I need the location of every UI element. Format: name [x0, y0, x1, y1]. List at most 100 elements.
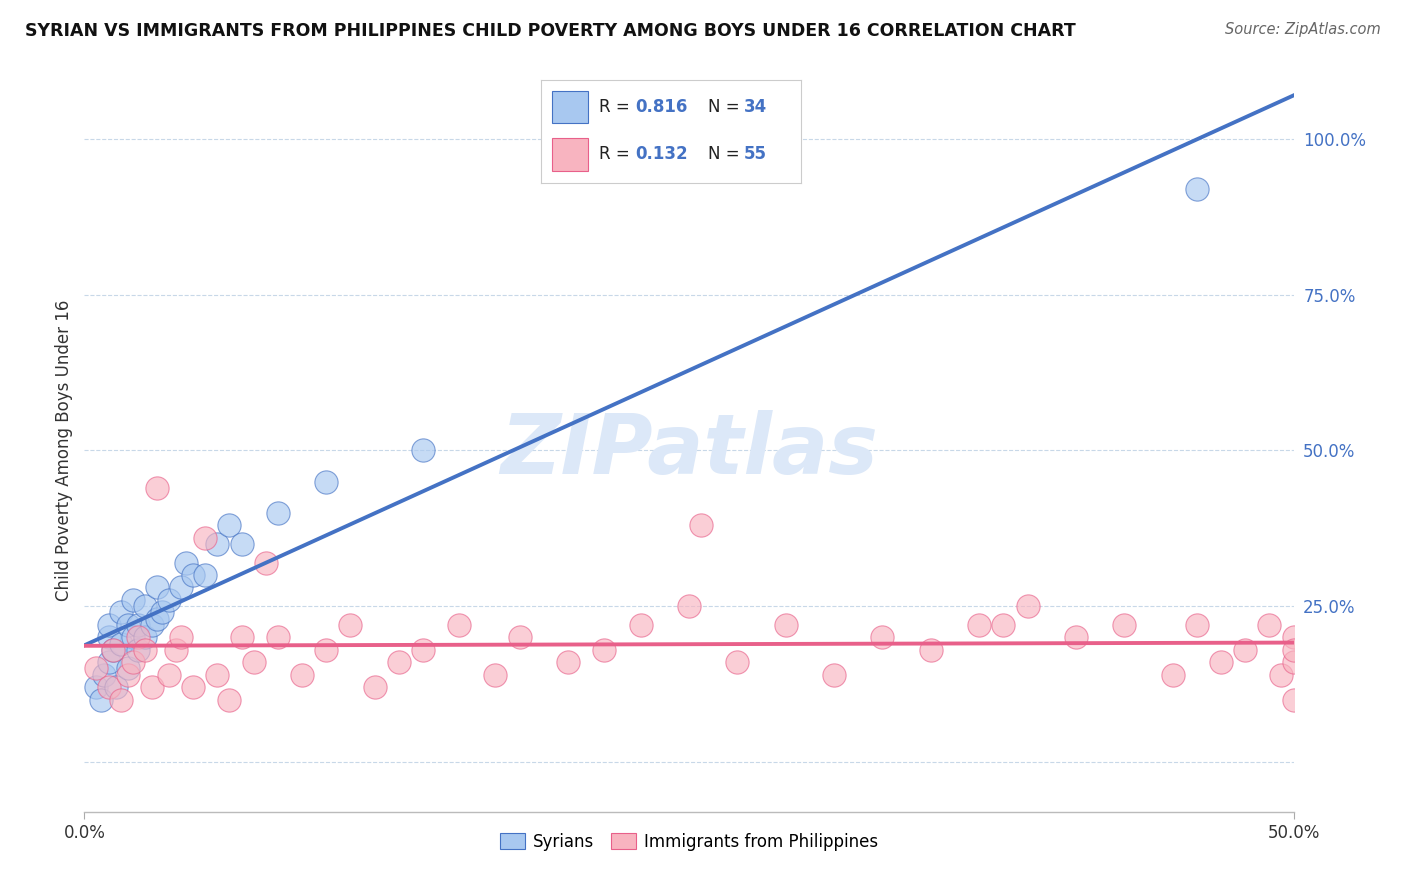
Point [117, 661, 139, 675]
Point [1017, 599, 1039, 614]
Point [993, 618, 1015, 632]
Point [170, 581, 193, 595]
Point [920, 642, 942, 657]
Point [509, 630, 531, 644]
Point [110, 692, 132, 706]
Point [254, 556, 277, 570]
Point [1270, 667, 1292, 681]
Point [97, 618, 120, 632]
Point [1161, 667, 1184, 681]
Text: R =: R = [599, 98, 634, 116]
Text: 0.132: 0.132 [636, 145, 688, 163]
Point [181, 568, 204, 582]
Point [207, 667, 229, 681]
Point [967, 618, 990, 632]
Point [484, 667, 506, 681]
Text: 0.816: 0.816 [636, 98, 688, 116]
Point [218, 692, 240, 706]
Point [412, 443, 434, 458]
Point [823, 667, 845, 681]
Point [1185, 182, 1208, 196]
Point [231, 537, 253, 551]
Point [557, 655, 579, 669]
Point [207, 537, 229, 551]
Point [127, 618, 149, 632]
Point [1282, 692, 1305, 706]
Point [690, 518, 713, 533]
Point [117, 667, 139, 681]
Point [134, 630, 156, 644]
Point [134, 642, 156, 657]
Point [141, 680, 163, 694]
Text: N =: N = [707, 98, 745, 116]
Point [267, 630, 290, 644]
Point [170, 630, 193, 644]
Point [134, 599, 156, 614]
Point [291, 667, 314, 681]
Point [315, 642, 337, 657]
Text: 34: 34 [744, 98, 768, 116]
Point [449, 618, 471, 632]
Point [1185, 618, 1208, 632]
Point [121, 655, 143, 669]
Point [174, 556, 197, 570]
Point [412, 642, 434, 657]
Point [678, 599, 700, 614]
Text: Source: ZipAtlas.com: Source: ZipAtlas.com [1225, 22, 1381, 37]
Point [127, 630, 149, 644]
Point [775, 618, 797, 632]
Point [103, 642, 125, 657]
Point [103, 642, 125, 657]
Point [725, 655, 748, 669]
Text: 55: 55 [744, 145, 768, 163]
Text: ZIPatlas: ZIPatlas [501, 410, 877, 491]
Point [97, 630, 120, 644]
Point [181, 680, 204, 694]
Text: N =: N = [707, 145, 745, 163]
Point [218, 518, 240, 533]
Point [110, 636, 132, 650]
Point [339, 618, 361, 632]
Point [1282, 630, 1305, 644]
Point [93, 667, 115, 681]
Point [157, 667, 180, 681]
Point [593, 642, 616, 657]
Point [146, 612, 169, 626]
Point [363, 680, 385, 694]
Point [388, 655, 411, 669]
Point [117, 618, 139, 632]
Y-axis label: Child Poverty Among Boys Under 16: Child Poverty Among Boys Under 16 [55, 300, 73, 601]
Point [231, 630, 253, 644]
Point [127, 642, 149, 657]
Point [194, 531, 217, 545]
Bar [551, 137, 588, 170]
Point [121, 593, 143, 607]
Legend: Syrians, Immigrants from Philippines: Syrians, Immigrants from Philippines [494, 826, 884, 857]
Point [157, 593, 180, 607]
Point [150, 606, 173, 620]
Point [1282, 655, 1305, 669]
Point [1064, 630, 1087, 644]
Point [97, 680, 120, 694]
Point [86, 680, 108, 694]
Point [194, 568, 217, 582]
Point [121, 630, 143, 644]
Point [1258, 618, 1281, 632]
Point [1114, 618, 1136, 632]
Text: SYRIAN VS IMMIGRANTS FROM PHILIPPINES CHILD POVERTY AMONG BOYS UNDER 16 CORRELAT: SYRIAN VS IMMIGRANTS FROM PHILIPPINES CH… [25, 22, 1076, 40]
Point [630, 618, 652, 632]
Bar [551, 91, 588, 123]
Point [1234, 642, 1257, 657]
Point [110, 606, 132, 620]
Point [146, 481, 169, 495]
Point [1282, 642, 1305, 657]
Point [141, 618, 163, 632]
Point [86, 661, 108, 675]
Point [104, 680, 127, 694]
Point [146, 581, 169, 595]
Point [242, 655, 264, 669]
Point [872, 630, 894, 644]
Point [90, 692, 112, 706]
Point [267, 506, 290, 520]
Point [97, 655, 120, 669]
